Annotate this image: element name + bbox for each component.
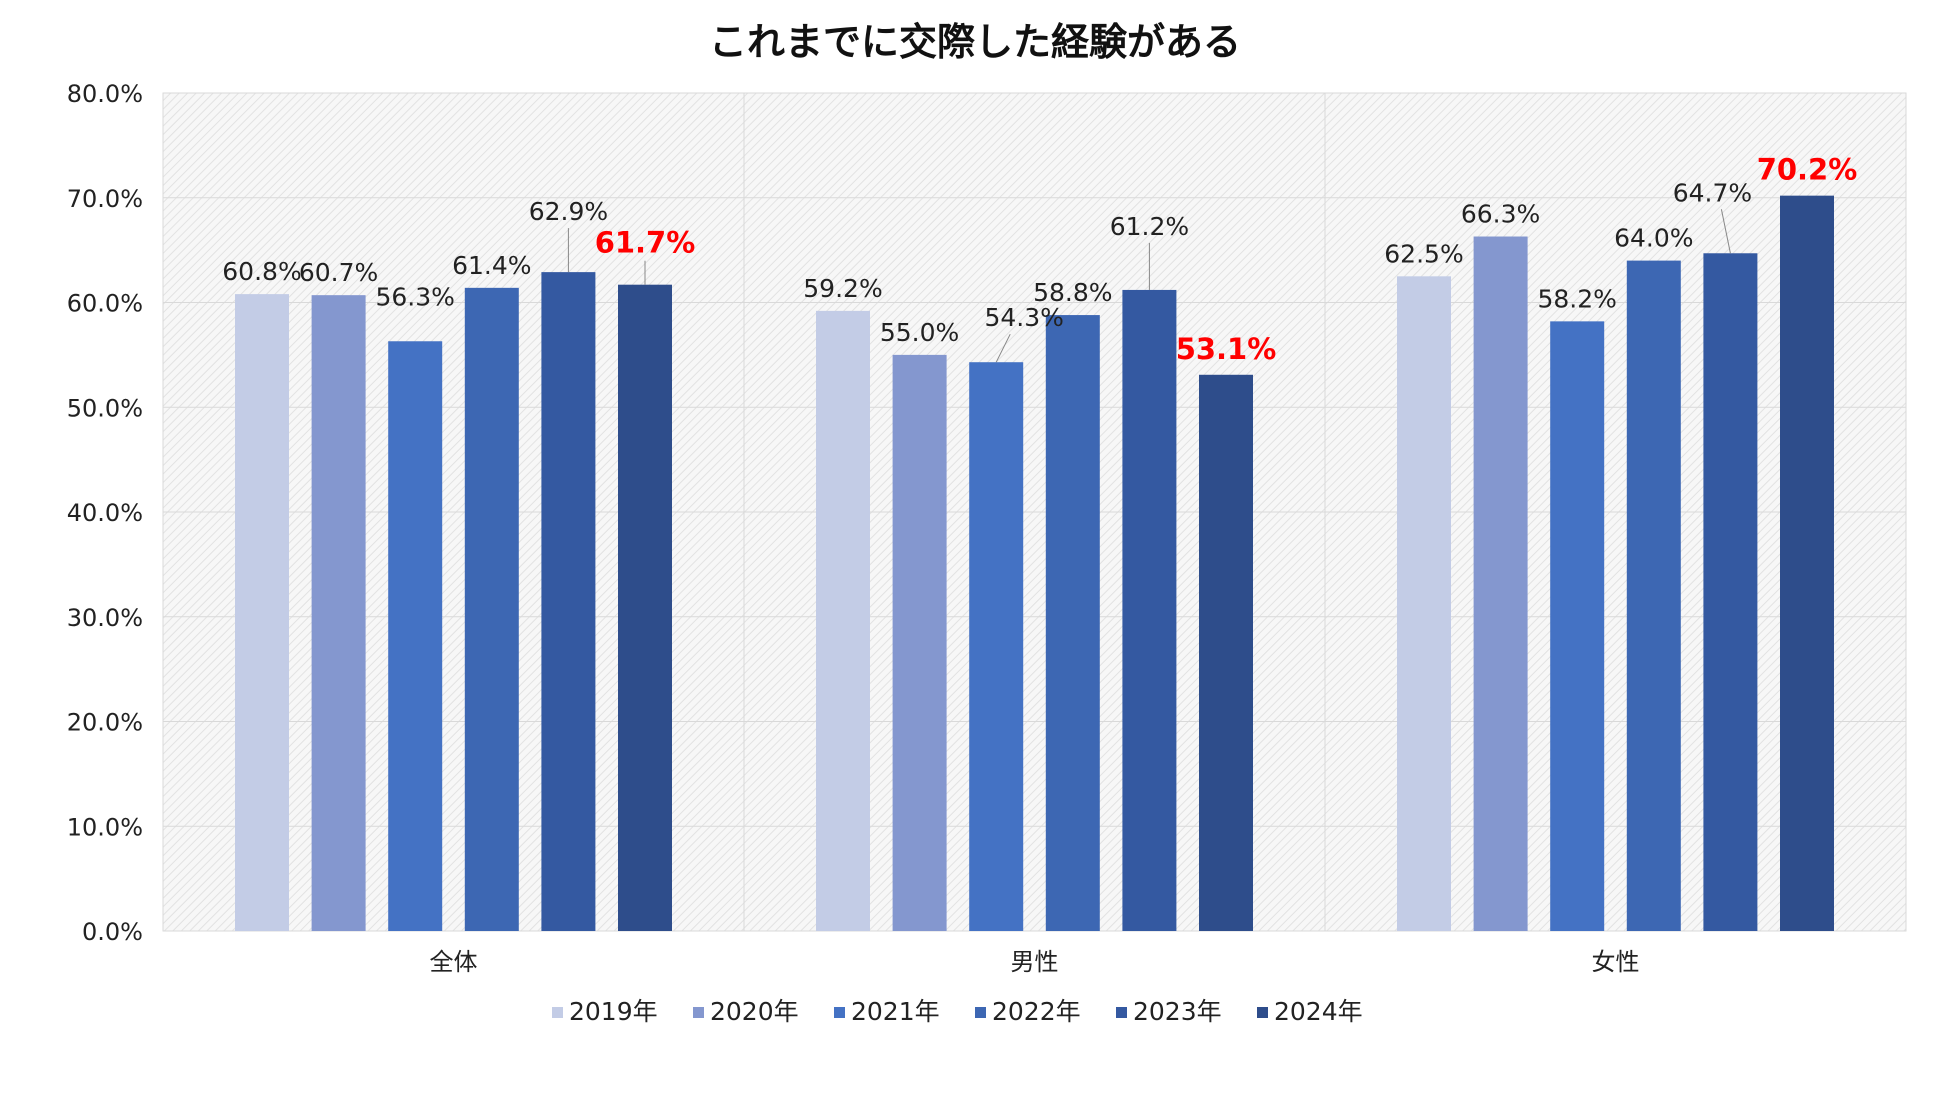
- y-tick-label: 0.0%: [82, 918, 143, 946]
- bar: [969, 362, 1024, 931]
- legend-swatch: [1116, 1007, 1127, 1018]
- legend-swatch: [1257, 1007, 1268, 1018]
- bar: [1473, 236, 1528, 931]
- bar: [1397, 276, 1451, 931]
- data-label: 60.8%: [222, 257, 301, 286]
- data-label: 58.8%: [1033, 278, 1112, 307]
- y-tick-label: 80.0%: [67, 80, 143, 108]
- legend-label: 2020年: [710, 997, 799, 1026]
- y-tick-label: 50.0%: [67, 394, 143, 422]
- data-label: 64.7%: [1673, 178, 1752, 207]
- leader-lines: [567, 209, 1731, 363]
- bar: [464, 287, 519, 932]
- chart-title: これまでに交際した経験がある: [709, 20, 1241, 64]
- legend-swatch: [834, 1007, 845, 1018]
- bar: [235, 294, 289, 931]
- x-category-label: 全体: [430, 948, 478, 976]
- data-label: 60.7%: [299, 258, 378, 287]
- y-tick-label: 60.0%: [67, 290, 143, 318]
- bar: [816, 310, 870, 931]
- data-label: 62.9%: [529, 197, 608, 226]
- data-label: 66.3%: [1461, 200, 1540, 229]
- data-labels: 60.8%60.7%56.3%61.4% 62.9%61.7% 59.2% 55.0%…: [222, 153, 1857, 366]
- y-tick-label: 10.0%: [67, 813, 143, 841]
- legend-label: 2022年: [992, 997, 1081, 1026]
- legend-label: 2019年: [569, 997, 658, 1026]
- bar: [1703, 253, 1758, 931]
- bar: [1550, 321, 1605, 932]
- data-label: 62.5%: [1384, 239, 1463, 268]
- data-label: 61.4%: [452, 251, 531, 280]
- bar: [541, 272, 596, 931]
- legend-swatch: [552, 1007, 563, 1018]
- bar: [618, 284, 672, 931]
- data-label: 56.3%: [375, 282, 454, 311]
- x-category-label: 男性: [1011, 948, 1059, 976]
- y-tick-label: 20.0%: [67, 709, 143, 737]
- data-label: 55.0%: [880, 318, 959, 347]
- data-label: 70.2%: [1757, 153, 1858, 187]
- legend-label: 2024年: [1274, 997, 1363, 1026]
- bar: [1780, 195, 1834, 931]
- x-axis-categories: 全体 男性 女性: [430, 948, 1640, 976]
- bar: [1122, 289, 1177, 931]
- bar: [388, 341, 443, 931]
- y-axis-ticks: 0.0% 10.0% 20.0% 30.0% 40.0% 50.0% 60.0% 70.0% 8…: [67, 80, 143, 946]
- bar: [311, 295, 366, 932]
- y-tick-label: 40.0%: [67, 499, 143, 527]
- data-label: 61.7%: [595, 226, 696, 260]
- bar: [1045, 315, 1100, 931]
- y-tick-label: 30.0%: [67, 604, 143, 632]
- data-label: 59.2%: [803, 274, 882, 303]
- leader-line: [1720, 209, 1731, 254]
- legend-swatch: [693, 1007, 704, 1018]
- bar: [1626, 260, 1681, 932]
- bar: [892, 354, 947, 931]
- legend-label: 2021年: [851, 997, 940, 1026]
- bar-series: [235, 195, 1834, 932]
- legend-swatch: [975, 1007, 986, 1018]
- legend: 2019年 2020年 2021年 2022年 2023年 2024年: [552, 997, 1363, 1026]
- x-category-label: 女性: [1592, 948, 1640, 976]
- data-label: 54.3%: [984, 303, 1063, 332]
- legend-label: 2023年: [1133, 997, 1222, 1026]
- bar: [1199, 374, 1253, 932]
- data-label: 64.0%: [1614, 224, 1693, 253]
- y-tick-label: 70.0%: [67, 185, 143, 213]
- leader-line: [995, 333, 1011, 363]
- data-label: 53.1%: [1176, 332, 1277, 366]
- data-label: 61.2%: [1110, 212, 1189, 241]
- gridlines: [163, 92, 1906, 932]
- data-label: 58.2%: [1537, 284, 1616, 313]
